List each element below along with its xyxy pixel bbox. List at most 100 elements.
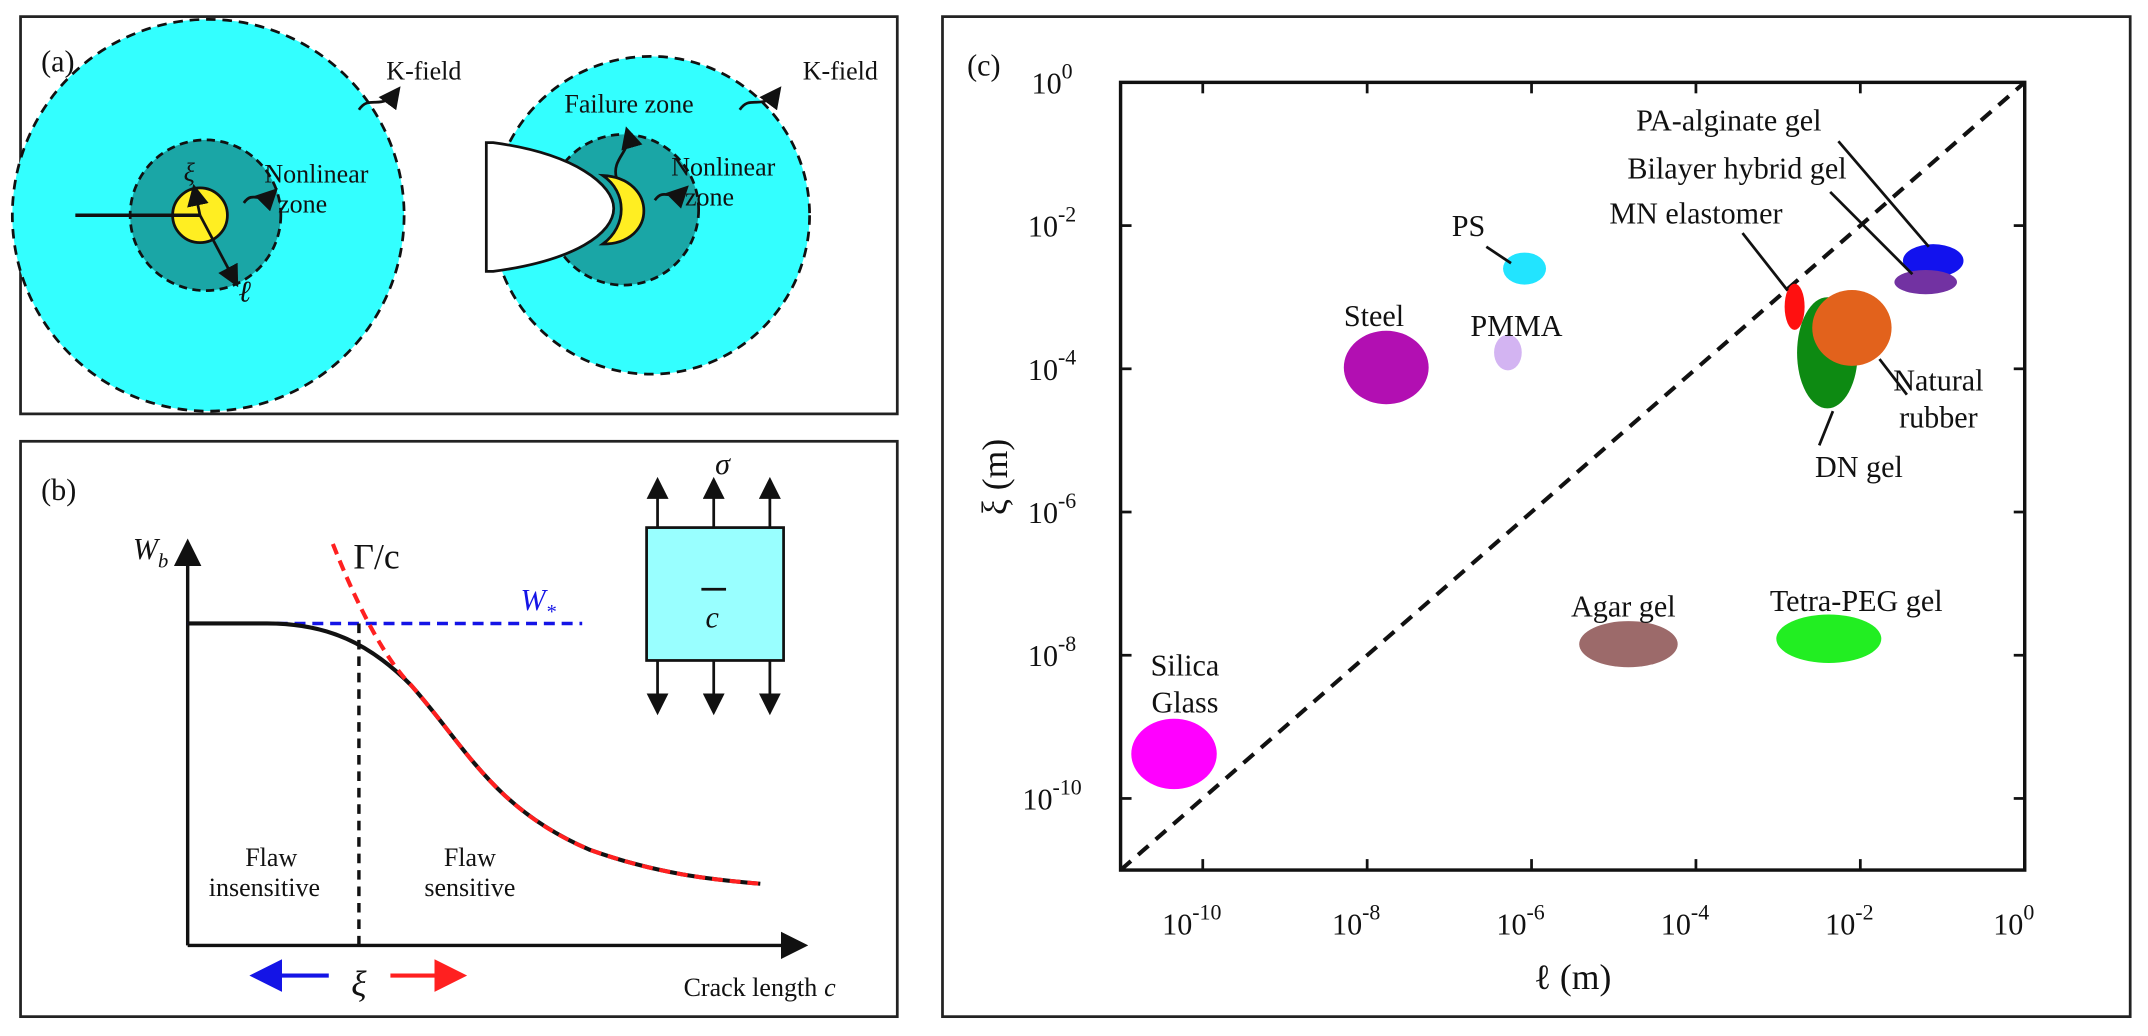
k-field-label: K-field <box>803 57 878 86</box>
x-tick-exp: -8 <box>1362 899 1380 924</box>
series-label-line: Natural <box>1893 364 1983 398</box>
material-region <box>1776 614 1882 663</box>
y-axis-label: Wb <box>133 532 168 572</box>
pointer <box>242 188 278 212</box>
series-label: MN elastomer <box>1609 196 1782 230</box>
y-tick-exp: -10 <box>1053 774 1082 799</box>
load-arrows <box>646 476 781 716</box>
panel-a-diagram <box>10 17 811 413</box>
series-label-line: Silica <box>1151 649 1220 683</box>
y-tick-exp: -4 <box>1058 345 1076 370</box>
nonlinear-label: Nonlinear <box>671 153 775 182</box>
y-tick-base: 10 <box>1028 353 1058 387</box>
leader-line <box>1817 410 1835 446</box>
material-region <box>1902 244 1964 278</box>
y-axis-label: ξ (m) <box>975 439 1015 515</box>
material-region <box>1494 334 1522 371</box>
x-tick-label: 10-8 <box>1332 899 1380 941</box>
ell-arrow <box>198 214 239 288</box>
specimen <box>645 526 785 662</box>
leader-line <box>1829 190 1914 276</box>
x-axis-label: Crack length c <box>684 973 837 1002</box>
ell-label: ℓ <box>238 275 251 309</box>
x-tick-label: 10-2 <box>1825 899 1873 941</box>
panel-b-diagram <box>173 476 809 992</box>
series-label: Agar gel <box>1571 590 1676 624</box>
series-label: Natural rubber <box>1893 364 1983 435</box>
panel-label: (c) <box>967 49 1000 83</box>
material-region <box>1894 269 1957 295</box>
y-tick-label: 100 <box>1032 58 1073 100</box>
x-tick-base: 10 <box>1332 907 1362 941</box>
material-region <box>1784 283 1805 330</box>
x-axis-label-var: c <box>824 973 836 1002</box>
leader-line <box>1485 245 1512 265</box>
w-star-label-main: W <box>521 583 549 617</box>
pointer <box>738 86 782 111</box>
y-tick-base: 10 <box>1028 210 1058 244</box>
gamma-c-label: Γ/c <box>353 537 399 577</box>
panel-b-frame <box>19 439 899 1019</box>
leader-line <box>1741 232 1789 292</box>
series-label: PS <box>1452 209 1486 243</box>
material-region <box>1812 290 1892 366</box>
y-tick-label: 10-10 <box>1022 774 1081 816</box>
material-region <box>1343 330 1429 405</box>
gamma-c-curve <box>330 543 761 886</box>
material-region <box>1579 621 1678 668</box>
xi-arrow <box>187 183 209 216</box>
flaw-label: insensitive <box>209 873 320 902</box>
k-field-label: K-field <box>386 57 461 86</box>
sigma-label: σ <box>715 447 731 481</box>
x-axis-label: ℓ (m) <box>1534 957 1611 997</box>
failure-zone <box>597 173 646 246</box>
x-tick-exp: -6 <box>1527 899 1545 924</box>
flaw-label: Flaw <box>444 843 496 872</box>
panel-c-frame <box>941 15 2132 1019</box>
pointer <box>614 126 643 179</box>
x-tick-exp: -10 <box>1192 899 1221 924</box>
x-tick-base: 10 <box>1661 907 1691 941</box>
flaw-label: Flaw <box>245 843 297 872</box>
pointer <box>653 185 689 209</box>
y-tick-label: 10-2 <box>1028 201 1076 243</box>
pointer <box>357 86 401 111</box>
x-tick-base: 10 <box>1825 907 1855 941</box>
series-label: Silica Glass <box>1151 649 1220 720</box>
crack-label: c <box>705 601 719 635</box>
leader-line <box>1878 358 1908 396</box>
x-tick-label: 10-4 <box>1661 899 1709 941</box>
failure-zone-label: Failure zone <box>564 90 693 119</box>
y-tick-base: 10 <box>1028 639 1058 673</box>
nonlinear-label: zone <box>278 190 327 219</box>
series-label-line: rubber <box>1899 401 1978 435</box>
flaw-label: sensitive <box>424 873 515 902</box>
x-axis-label-text: Crack length <box>684 973 818 1002</box>
y-tick-exp: 0 <box>1062 58 1073 83</box>
y-tick-label: 10-6 <box>1028 488 1076 530</box>
y-tick-exp: -2 <box>1058 201 1076 226</box>
y-tick-base: 10 <box>1028 496 1058 530</box>
nonlinear-label: zone <box>685 183 734 212</box>
x-tick-base: 10 <box>1993 907 2023 941</box>
y-tick-label: 10-8 <box>1028 631 1076 673</box>
xi-label: ξ <box>351 964 367 1004</box>
material-region <box>1503 252 1547 285</box>
material-region <box>1131 718 1217 790</box>
series-label: Bilayer hybrid gel <box>1627 151 1846 185</box>
x-tick-label: 100 <box>1993 899 2034 941</box>
y-tick-exp: -6 <box>1058 488 1076 513</box>
x-tick-label: 10-6 <box>1496 899 1544 941</box>
panel-label: (b) <box>41 473 76 507</box>
nonlinear-label: Nonlinear <box>264 159 368 188</box>
x-tick-base: 10 <box>1496 907 1526 941</box>
y-tick-base: 10 <box>1022 782 1052 816</box>
reference-line <box>1119 80 2027 872</box>
leader-line <box>1837 140 1930 248</box>
y-tick-base: 10 <box>1032 66 1062 100</box>
series-label: Tetra-PEG gel <box>1770 584 1943 618</box>
series-label: Steel <box>1344 299 1404 333</box>
series-label-line: Glass <box>1151 686 1218 720</box>
x-tick-base: 10 <box>1162 907 1192 941</box>
